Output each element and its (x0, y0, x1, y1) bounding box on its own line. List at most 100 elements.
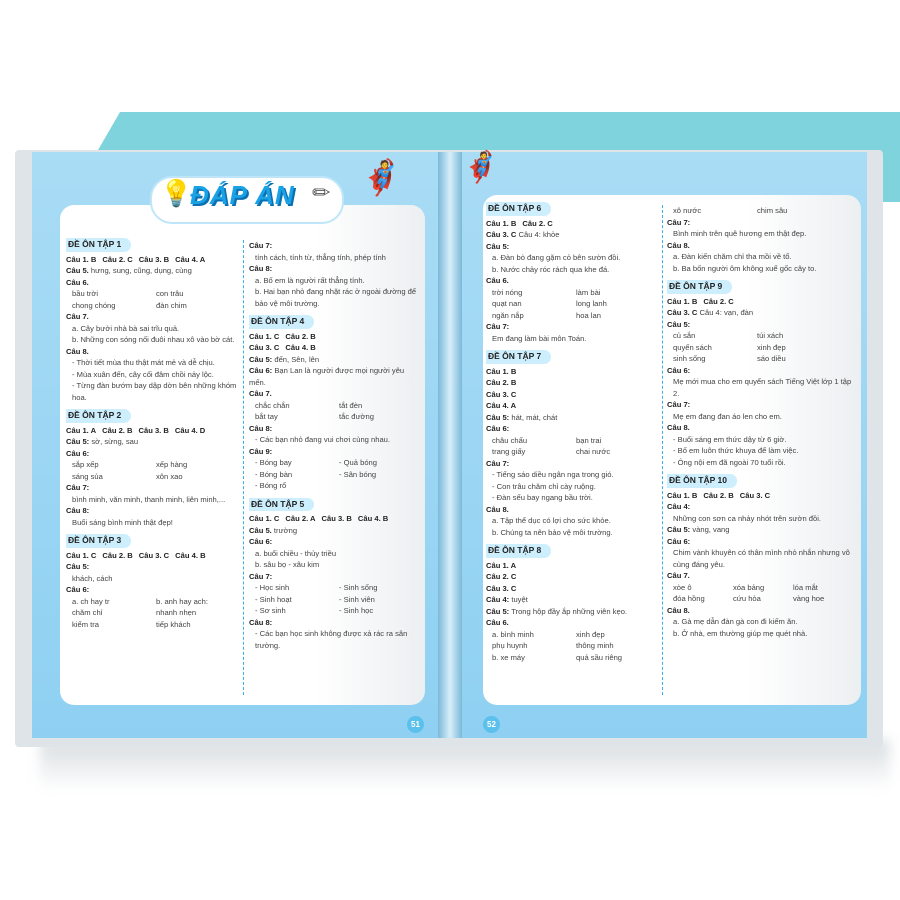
word-item: a. bình minh (492, 629, 534, 639)
word-item: vàng hoe (793, 594, 825, 603)
answer-line: Câu 6: (486, 423, 658, 435)
section-heading-row: ĐỀ ÔN TẬP 3 (66, 528, 238, 550)
word-pair-row: kiểm tra tiếp khách (66, 619, 238, 631)
word-item: long lanh (576, 299, 607, 308)
word-item: - Sơ sinh (255, 606, 286, 615)
answer-line: b. Nước chảy róc rách qua khe đá. (486, 264, 658, 276)
answer-line: Câu 7: (667, 217, 852, 229)
answer-line: - Con trâu chăm chỉ cày ruộng. (486, 481, 658, 493)
answer-item: Câu 2. B (102, 550, 133, 560)
answer-column-1: ĐỀ ÔN TẬP 1 Câu 1. B Câu 2. C Câu 3. B Câu 4… (66, 232, 238, 630)
word-item: đóa hồng (673, 594, 705, 603)
superhero-illustration-icon: 🦸 (360, 159, 403, 197)
answer-item: Câu 3. B (321, 514, 352, 523)
question-label: Câu 7: (249, 571, 273, 581)
answer-line: b. Ở nhà, em thường giúp mẹ quét nhà. (667, 628, 852, 640)
word-item: - Sinh sống (339, 583, 378, 592)
section-heading: ĐỀ ÔN TẬP 7 (486, 350, 552, 364)
question-label: Câu 6: (249, 366, 273, 375)
question-label: Câu 7: (486, 458, 510, 468)
answer-line: a. Đàn bò đang gặm cỏ bên sườn đồi. (486, 252, 658, 264)
word-item: chăm chỉ (72, 608, 103, 617)
word-item: xô nước (673, 206, 702, 215)
question-label: Câu 7: (486, 322, 510, 331)
answer-line: Câu 5: (66, 561, 238, 573)
answer-item: Câu 1. B (667, 296, 698, 306)
answer-line: bình minh, văn minh, thanh minh, liên mi… (66, 494, 238, 506)
book-shadow (40, 740, 890, 790)
question-label: Câu 8: (66, 506, 90, 515)
word-item: phụ huynh (492, 641, 528, 650)
superhero-illustration-icon: 🦸 (462, 151, 500, 184)
section-heading-row: ĐỀ ÔN TẬP 1 (66, 232, 238, 254)
question-label: Câu 8: (249, 423, 273, 433)
answer-text: b. Chúng ta nên bảo vệ môi trường. (492, 527, 613, 537)
word-item: củ sắn (673, 331, 696, 340)
word-pair-row: bầu trời con trâu (66, 288, 238, 300)
question-label: Câu 7: (667, 400, 691, 409)
answer-item: Câu 3. B (138, 254, 170, 264)
answer-text: - Đàn sếu bay ngang bầu trời. (492, 493, 593, 502)
section-heading: ĐỀ ÔN TẬP 2 (66, 409, 132, 423)
word-item: bắt tay (255, 412, 278, 421)
answer-line: - Buổi sáng em thức dậy từ 6 giờ. (667, 434, 852, 446)
answer-line: b. Những con sóng nối đuôi nhau xô vào b… (66, 334, 238, 346)
question-label: Câu 5: (667, 525, 691, 534)
word-item: a. ch hay tr (72, 596, 110, 606)
answer-item: Câu 4. B (175, 550, 206, 560)
pencil-icon: ✏ (312, 180, 331, 205)
section-heading: ĐỀ ÔN TẬP 9 (667, 280, 733, 294)
answer-text: - Bố em luôn thức khuya để làm việc. (673, 446, 799, 455)
answer-line: b. Hai bạn nhỏ đang nhặt rác ở ngoài đườ… (249, 286, 421, 309)
answer-line: a. Cây bưởi nhà bà sai trĩu quả. (66, 323, 238, 335)
answer-text: sờ, sừng, sau (91, 437, 139, 446)
question-label: Câu 9: (249, 446, 273, 456)
question-label: Câu 7: (667, 217, 691, 227)
answer-line: a. Gà mẹ dẫn đàn gà con đi kiếm ăn. (667, 616, 852, 628)
answer-row: Câu 1. B (486, 366, 658, 378)
question-label: Câu 7: (249, 241, 273, 250)
answer-text: a. Cây bưởi nhà bà sai trĩu quả. (72, 323, 180, 333)
answer-line: Câu 7: (249, 240, 421, 252)
answer-row: Câu 3. C Câu 4. B (249, 342, 421, 354)
answer-line: Câu 6: (667, 536, 852, 548)
answer-item: Câu 4. A (175, 254, 206, 264)
question-label: Câu 5: (667, 319, 691, 329)
word-pair-row: củ sắn túi xách (667, 330, 852, 342)
word-item: túi xách (757, 331, 784, 340)
answer-item: Câu 3. C (486, 389, 517, 399)
answer-line: - Mùa xuân đến, cây cối đâm chồi nảy lộc… (66, 369, 238, 381)
answer-line: Câu 8: (66, 505, 238, 517)
column-divider (243, 240, 244, 695)
answer-line: Câu 6. (66, 277, 238, 289)
word-pair-row: sắp xếp xếp hàng (66, 459, 238, 471)
section-heading-row: ĐỀ ÔN TẬP 5 (249, 492, 421, 514)
answer-item: Câu 2. C (522, 218, 553, 228)
answer-item: Câu 3. C (739, 490, 771, 500)
answer-item: Câu 2. B (703, 490, 734, 500)
answer-line: Câu 8. (66, 346, 238, 358)
word-item: kiểm tra (72, 619, 100, 629)
answer-line: Buổi sáng bình minh thật đẹp! (66, 517, 238, 529)
word-item: đàn chim (156, 300, 187, 310)
answer-text: b. Ba bốn người ôm không xuể gốc cây to. (673, 263, 817, 273)
answer-text: Bình minh trên quê hương em thật đẹp. (673, 229, 807, 238)
word-item: trang giấy (492, 447, 526, 456)
question-label: Câu 5. (66, 266, 89, 275)
answer-item: Câu 4. D (174, 425, 206, 435)
section-heading: ĐỀ ÔN TẬP 3 (66, 534, 132, 548)
answer-line: - Từng đàn bướm bay dập dờn bên những kh… (66, 380, 238, 403)
word-item: ngăn nắp (492, 310, 524, 320)
answer-text: hát, mát, chát (511, 412, 558, 422)
column-divider (662, 205, 663, 695)
word-item: sắp xếp (72, 460, 99, 469)
section-heading: ĐỀ ÔN TẬP 4 (249, 315, 315, 329)
word-pair-row: - Sinh hoạt - Sinh viên (249, 594, 421, 606)
answer-line: Câu 5: (486, 241, 658, 253)
word-item: hoa lan (576, 310, 601, 320)
answer-text: - Buổi sáng em thức dậy từ 6 giờ. (673, 434, 787, 444)
word-item: - Bóng bay (255, 458, 292, 467)
answer-line: Câu 6: (249, 536, 421, 548)
answer-row: Câu 1. C Câu 2. A Câu 3. B Câu 4. B (249, 513, 421, 525)
answer-line: b. sâu bọ - xâu kim (249, 559, 421, 571)
